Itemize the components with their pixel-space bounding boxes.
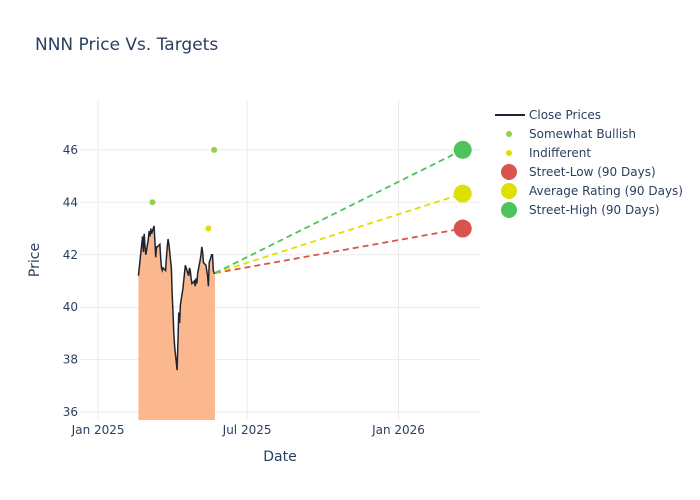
x-tick-label: Jul 2025 — [222, 423, 272, 437]
y-tick-label: 36 — [63, 405, 78, 419]
legend-item[interactable]: Somewhat Bullish — [506, 127, 636, 141]
y-axis-title: Price — [27, 243, 43, 277]
legend-item[interactable]: Indifferent — [506, 146, 591, 160]
target-marker — [453, 140, 472, 159]
axis-ticks: 36 38 40 42 44 46 Jan 2025 Jul 2025 Jan 2026 — [63, 143, 425, 437]
rating-marker — [211, 146, 218, 153]
y-tick-label: 38 — [63, 353, 78, 367]
y-tick-label: 42 — [63, 248, 78, 262]
legend-dot-swatch — [506, 150, 512, 156]
target-marker — [453, 184, 472, 203]
legend: Close Prices Somewhat Bullish Indifferent S… — [495, 108, 683, 218]
chart-title: NNN Price Vs. Targets — [35, 35, 218, 55]
target-marker — [453, 219, 472, 238]
close-price-area — [138, 225, 215, 420]
x-tick-label: Jan 2025 — [71, 423, 125, 437]
legend-label: Somewhat Bullish — [529, 127, 636, 141]
legend-label: Street-High (90 Days) — [529, 203, 660, 217]
target-line — [214, 227, 463, 275]
legend-item[interactable]: Street-Low (90 Days) — [501, 164, 656, 180]
target-line — [214, 192, 463, 274]
legend-circle-swatch — [501, 183, 517, 199]
legend-label: Average Rating (90 Days) — [529, 184, 683, 198]
y-tick-label: 40 — [63, 300, 78, 314]
legend-circle-swatch — [501, 202, 517, 218]
legend-item[interactable]: Average Rating (90 Days) — [501, 183, 683, 199]
legend-label: Indifferent — [529, 146, 591, 160]
legend-item[interactable]: Close Prices — [495, 108, 601, 122]
legend-circle-swatch — [501, 164, 517, 180]
legend-label: Street-Low (90 Days) — [529, 165, 656, 179]
plot-area — [137, 140, 472, 420]
rating-marker — [205, 225, 212, 232]
legend-dot-swatch — [506, 131, 512, 137]
y-tick-label: 46 — [63, 143, 78, 157]
target-line — [214, 149, 464, 274]
x-axis-title: Date — [263, 449, 296, 465]
x-tick-label: Jan 2026 — [371, 423, 425, 437]
legend-label: Close Prices — [529, 108, 601, 122]
close-price-line — [137, 225, 215, 371]
y-tick-label: 44 — [63, 195, 78, 209]
rating-marker — [149, 199, 156, 206]
legend-item[interactable]: Street-High (90 Days) — [501, 202, 660, 218]
